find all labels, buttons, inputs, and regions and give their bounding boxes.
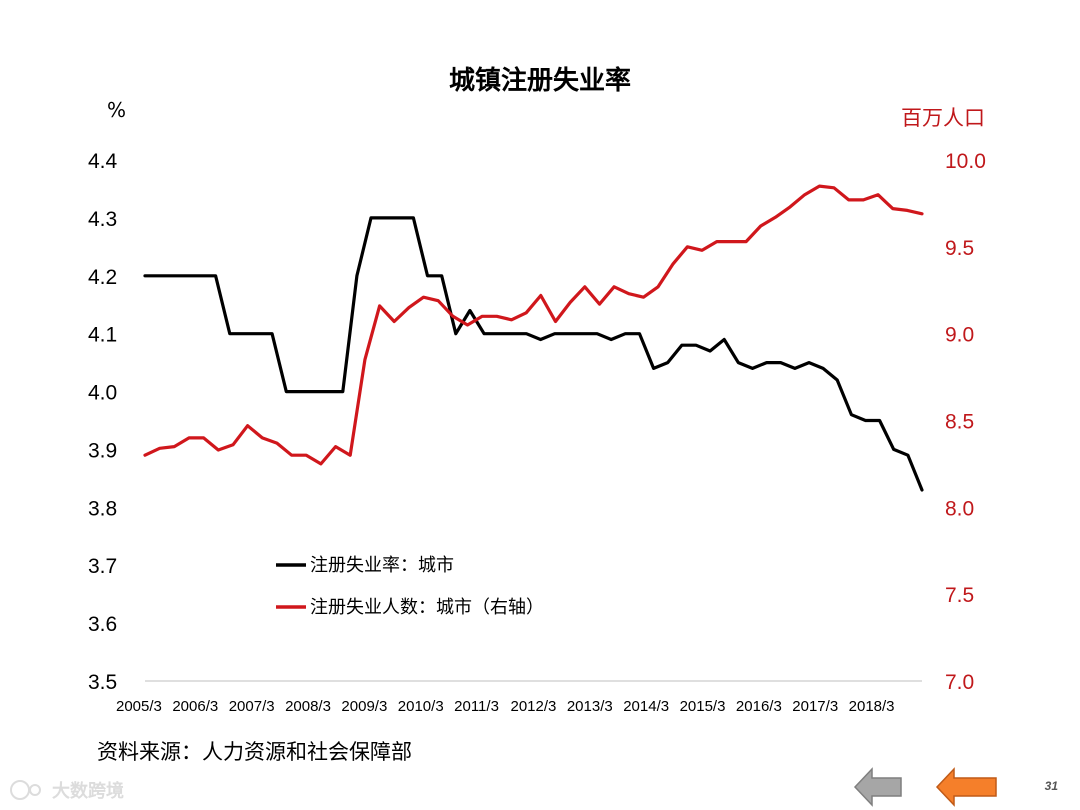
x-tick-label: 2005/3	[116, 698, 162, 715]
right-tick-label: 7.5	[945, 584, 974, 607]
right-axis-unit: 百万人口	[901, 106, 985, 130]
prev-slide-button[interactable]	[853, 767, 902, 807]
left-tick-label: 3.5	[88, 671, 117, 694]
left-tick-label: 4.0	[88, 382, 117, 405]
x-tick-label: 2017/3	[792, 698, 838, 715]
x-tick-label: 2008/3	[285, 698, 331, 715]
left-axis-unit: %	[107, 98, 126, 122]
left-arrow-icon[interactable]	[853, 767, 902, 807]
left-tick-label: 3.7	[88, 555, 117, 578]
x-tick-label: 2012/3	[511, 698, 557, 715]
legend-label-unemployment-rate: 注册失业率：城市	[310, 555, 454, 576]
x-tick-label: 2016/3	[736, 698, 782, 715]
right-tick-label: 8.5	[945, 411, 974, 434]
right-axis-ticks: 10.0 9.5 9.0 8.5 8.0 7.5 7.0	[945, 150, 986, 694]
x-axis-ticks: 2005/3 2006/3 2007/3 2008/3 2009/3 2010/3 2011…	[116, 698, 895, 715]
x-tick-label: 2018/3	[849, 698, 895, 715]
left-tick-label: 3.9	[88, 439, 117, 462]
left-tick-label: 4.3	[88, 208, 117, 231]
series-line-unemployed-count	[143, 184, 924, 466]
source-note: 资料来源：人力资源和社会保障部	[97, 740, 412, 764]
x-tick-label: 2007/3	[229, 698, 275, 715]
right-tick-label: 8.0	[945, 497, 974, 520]
chart-title: 城镇注册失业率	[449, 65, 631, 96]
x-tick-label: 2009/3	[341, 698, 387, 715]
page-number: 31	[1045, 779, 1059, 793]
right-tick-label: 9.0	[945, 324, 974, 347]
left-tick-label: 3.6	[88, 613, 117, 636]
right-tick-label: 7.0	[945, 671, 974, 694]
series-line-unemployment-rate	[143, 216, 924, 492]
x-tick-label: 2011/3	[454, 698, 499, 715]
left-axis-ticks: 4.4 4.3 4.2 4.1 4.0 3.9 3.8 3.7 3.6 3.5	[88, 150, 118, 694]
legend-label-unemployed-count: 注册失业人数：城市（右轴）	[310, 597, 544, 618]
x-tick-label: 2006/3	[172, 698, 218, 715]
next-slide-button[interactable]	[935, 767, 997, 807]
left-tick-label: 3.8	[88, 497, 117, 520]
x-tick-label: 2014/3	[623, 698, 669, 715]
left-tick-label: 4.4	[88, 150, 118, 173]
series-group	[143, 184, 924, 492]
left-arrow-icon[interactable]	[935, 767, 997, 807]
x-tick-label: 2013/3	[567, 698, 613, 715]
watermark: 大数跨境	[10, 780, 124, 802]
watermark-logo-icon	[10, 780, 30, 800]
right-tick-label: 10.0	[945, 150, 986, 173]
left-tick-label: 4.1	[88, 324, 117, 347]
watermark-logo-dot-icon	[29, 784, 41, 796]
left-tick-label: 4.2	[88, 266, 117, 289]
legend: 注册失业率：城市 注册失业人数：城市（右轴）	[276, 555, 544, 618]
x-tick-label: 2015/3	[680, 698, 726, 715]
x-tick-label: 2010/3	[398, 698, 444, 715]
right-tick-label: 9.5	[945, 237, 974, 260]
watermark-text: 大数跨境	[52, 780, 124, 802]
